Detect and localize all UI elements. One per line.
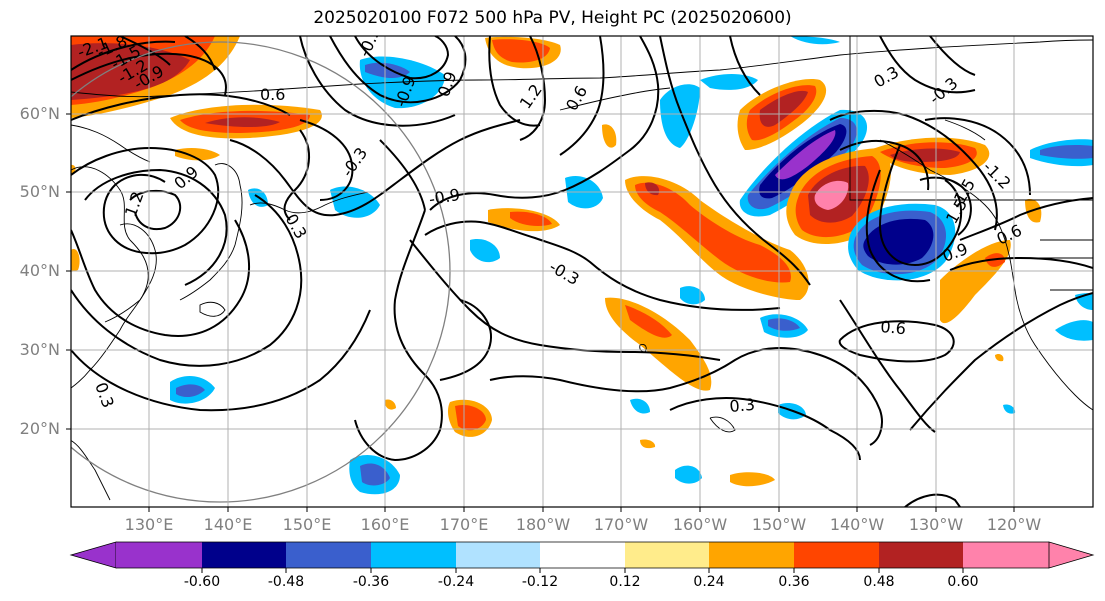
colorbar-bin — [116, 542, 202, 568]
lon-label: 160°W — [672, 515, 728, 534]
colorbar-bin — [456, 542, 540, 568]
lon-label: 120°W — [986, 515, 1042, 534]
lat-label: 50°N — [19, 182, 60, 201]
contour-label: -0.3 — [354, 23, 384, 59]
map-title: 2025020100 F072 500 hPa PV, Height PC (2… — [313, 8, 792, 28]
lon-label: 150°W — [751, 515, 807, 534]
colorbar — [69, 541, 1095, 573]
colorbar-tick-label: 0.24 — [693, 574, 725, 590]
contour-label: 0.3 — [871, 62, 903, 91]
colorbar-tick-label: -0.12 — [521, 574, 559, 590]
contour-label: 0.6 — [562, 82, 591, 114]
contour-label: -0.3 — [338, 144, 371, 180]
lat-label: 40°N — [19, 261, 60, 280]
lon-label: 150°E — [282, 515, 332, 534]
lon-label: 170°W — [593, 515, 649, 534]
contour-label: 0.3 — [729, 395, 756, 416]
colorbar-bin — [202, 542, 286, 568]
colorbar-tick-label: -0.24 — [437, 574, 475, 590]
contour-label: 0.6 — [260, 85, 285, 104]
colorbar-tick-label: 0.12 — [609, 574, 641, 590]
coastlines — [71, 36, 1093, 501]
lon-label: 140°E — [203, 515, 253, 534]
colorbar-tick-label: -0.60 — [183, 574, 221, 590]
colorbar-tick-label: -0.36 — [352, 574, 390, 590]
contour-label: -0.9 — [427, 185, 461, 209]
colorbar-bin — [794, 542, 879, 568]
lon-label: 160°E — [360, 515, 410, 534]
colorbar-bin — [286, 542, 371, 568]
lat-label: 60°N — [19, 104, 60, 123]
colorbar-tick-label: 0.48 — [863, 574, 895, 590]
contour-label: 1.2 — [516, 81, 546, 113]
lon-label: 130°E — [124, 515, 174, 534]
colorbar-bin — [625, 542, 709, 568]
contour-label: 0.9 — [170, 162, 202, 193]
colorbar-bin — [371, 542, 456, 568]
lon-label: 140°W — [829, 515, 885, 534]
height-contours — [71, 36, 1093, 507]
contour-label: -0.3 — [925, 73, 961, 108]
range-ring — [71, 41, 451, 503]
lon-label: 180°W — [515, 515, 571, 534]
lat-label: 20°N — [19, 419, 60, 438]
contour-label: 0.6 — [880, 317, 907, 338]
lon-label: 170°E — [439, 515, 489, 534]
colorbar-tick-label: -0.48 — [267, 574, 305, 590]
lat-label: 30°N — [19, 340, 60, 359]
graticule — [71, 36, 1093, 507]
contour-label: -0.3 — [546, 257, 583, 289]
colorbar-bin — [963, 542, 1049, 568]
colorbar-bin — [540, 542, 625, 568]
colorbar-bin — [879, 542, 963, 568]
lon-label: 130°W — [908, 515, 964, 534]
colorbar-extend-low — [69, 541, 117, 569]
colorbar-bin — [709, 542, 794, 568]
axis-ticks — [66, 113, 1015, 512]
colorbar-tick-label: 0.60 — [947, 574, 979, 590]
colorbar-tick-label: 0.36 — [778, 574, 810, 590]
colorbar-extend-high — [1048, 541, 1095, 569]
contour-label: 1.2 — [121, 189, 148, 219]
